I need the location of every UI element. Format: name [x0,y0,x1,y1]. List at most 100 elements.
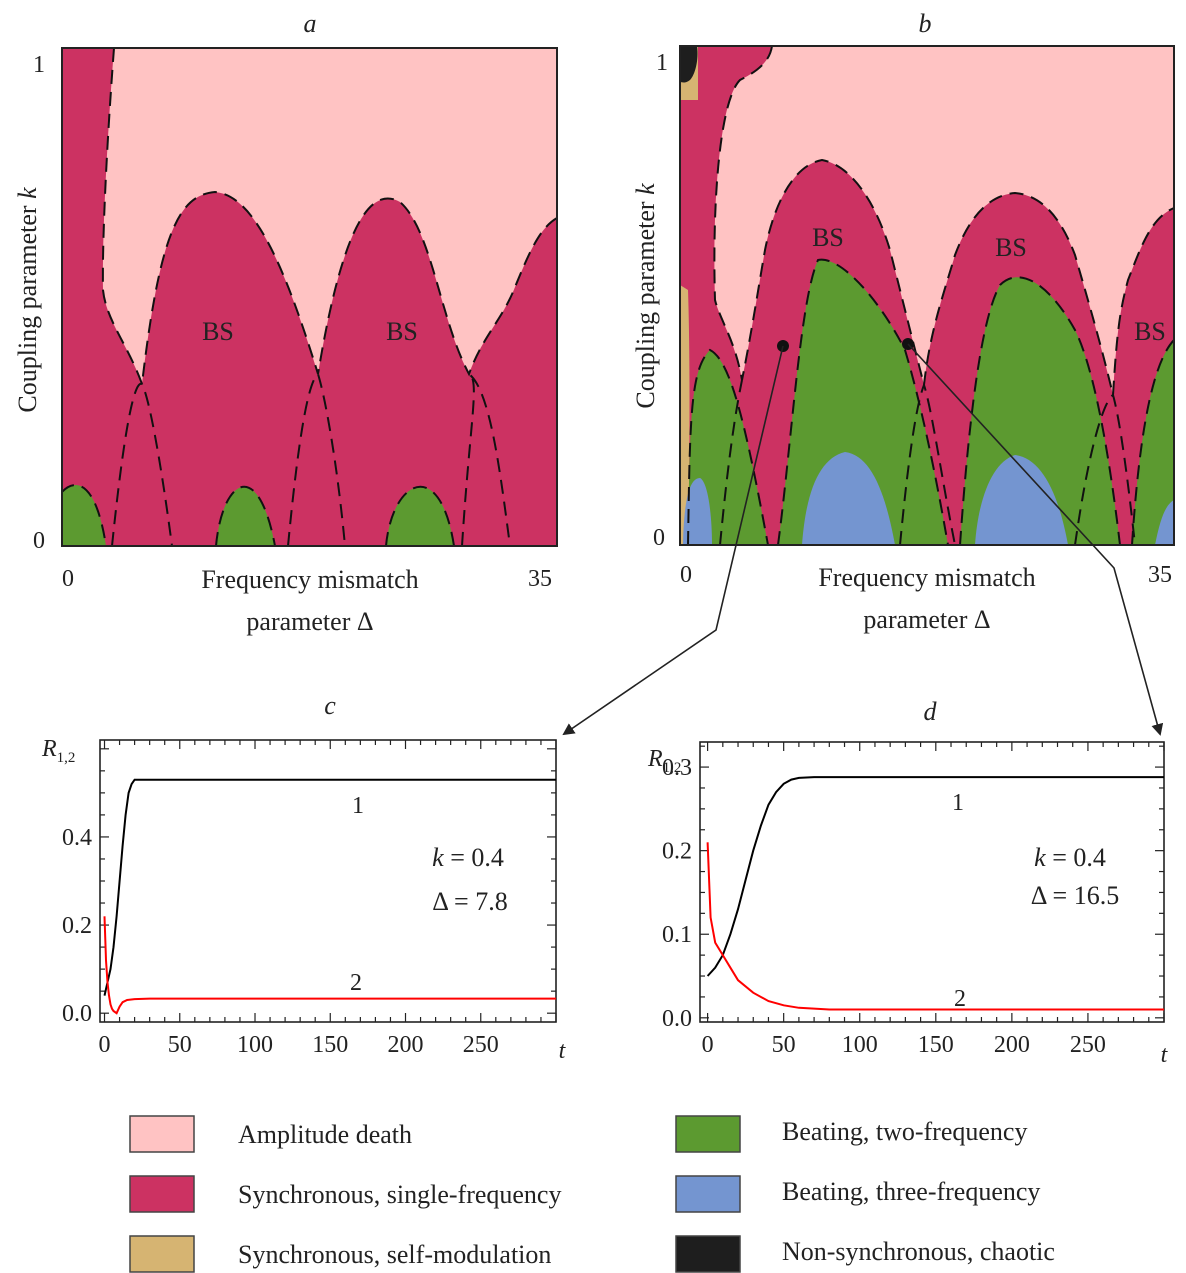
panel-a-x-tick-left: 0 [62,566,74,592]
panel-d-series-2-line [706,842,1164,1011]
legend-item: Non-synchronous, chaotic [675,1235,1055,1273]
boundary-b-green1 [687,348,769,546]
panel-d-series-1-line [706,776,1164,977]
panel-c-letter: c [324,691,336,720]
three-freq-region-b-1 [683,478,712,545]
panel-b-x-tick-right: 35 [1148,562,1172,588]
legend-item: Beating, three-frequency [675,1175,1040,1213]
panel-a-ylabel: Coupling parameter k [13,187,42,413]
two-freq-region-b-4 [1132,340,1174,545]
connector-arrows [562,343,1164,736]
panel-c-frame [99,739,557,1023]
panel-c-x-tick-label: 0 [99,1032,111,1058]
three-freq-region-b-3 [975,455,1068,545]
legend-swatch [675,1175,741,1213]
panel-c-series-2-line [103,916,556,1015]
panel-d-series-2-label: 2 [954,986,966,1012]
three-freq-region-b-4 [1155,500,1174,545]
legend-swatch [129,1115,195,1153]
boundary-b-green4 [1131,339,1175,546]
panel-c-x-tick-label: 100 [237,1032,273,1058]
arrow-to-panel-c [562,345,784,736]
panel-a-y-tick-top: 1 [33,52,45,78]
legend-item: Amplitude death [129,1115,412,1153]
panel-c-x-tick-label: 150 [312,1032,348,1058]
panel-b-x-tick-left: 0 [680,562,692,588]
legend-label: Amplitude death [238,1120,412,1149]
panel-b: b [631,9,1175,634]
panel-b-letter: b [919,9,932,38]
panel-d-x-tick-label: 100 [842,1032,878,1058]
panel-c-y-tick-label: 0.4 [62,825,92,851]
panel-a-letter: a [304,9,317,38]
panel-b-bs-label-3: BS [1134,317,1166,346]
legend-label: Synchronous, self-modulation [238,1240,551,1269]
boundary-b-green3 [959,276,1121,546]
panel-c-x-tick-label: 200 [388,1032,424,1058]
panel-d-letter: d [924,697,938,726]
panel-b-bs-label-2: BS [995,233,1027,262]
panel-a-frame [61,47,558,547]
boundary-a-v2 [287,372,346,547]
boundary-b-upper [713,45,1175,396]
panel-a-map [61,47,558,547]
panel-c-plot: 0 50 100 150 200 250 0.0 0.2 0.4 [62,739,557,1058]
panel-d-series-1-label: 1 [952,790,964,816]
panel-d-x-tick-label: 0 [702,1032,714,1058]
panel-d-param-k: k = 0.4 [1034,843,1106,872]
boundaries-a [61,47,558,547]
panel-c: c 0 50 100 150 200 250 0.0 0.2 0.4 R1,2 t k = 0.… [41,691,567,1064]
panel-a-bs-label-1: BS [202,317,234,346]
boundary-b-v2 [899,382,956,546]
boundary-a-v3 [461,373,511,547]
arrow-to-panel-d [907,343,1164,736]
panel-b-frame [679,45,1175,546]
legend-label: Non-synchronous, chaotic [782,1237,1055,1266]
legend-item: Beating, two-frequency [675,1115,1027,1153]
panel-d-x-tick-label: 250 [1070,1032,1106,1058]
boundary-b-v1 [719,379,743,546]
panel-b-ylabel: Coupling parameter k [631,183,660,409]
panel-d-frame [699,741,1165,1023]
panel-b-xlabel-line1: Frequency mismatch [818,563,1035,592]
panel-d-xlabel: t [1161,1042,1169,1068]
panel-d-x-tick-label: 200 [994,1032,1030,1058]
death-region-b [714,46,1174,395]
two-freq-region-a-1 [62,485,106,546]
legend-label: Beating, two-frequency [782,1117,1027,1146]
panel-c-xlabel: t [559,1038,567,1064]
panel-c-param-k: k = 0.4 [432,843,504,872]
panel-a-xlabel-line1: Frequency mismatch [201,565,418,594]
panel-c-y-tick-label: 0.0 [62,1001,92,1027]
legend-swatch [675,1115,741,1153]
panel-d-x-tick-label: 50 [772,1032,796,1058]
panel-b-xlabel-line2: parameter Δ [863,605,990,634]
panel-c-ylabel: R1,2 [41,736,75,766]
panel-c-x-tick-label: 250 [463,1032,499,1058]
panel-d-y-tick-label: 0.0 [662,1006,692,1032]
panel-d: d 0 50 100 150 200 250 0.0 0.1 0.2 0.3 R1,2 t k =… [647,697,1169,1068]
legend-swatch [129,1235,195,1273]
panel-a-bs-label-2: BS [386,317,418,346]
panel-b-y-tick-bottom: 0 [653,525,665,551]
legend-item: Synchronous, self-modulation [129,1235,551,1273]
panel-a: a 1 0 0 35 Frequency mismatch parameter … [13,9,558,636]
panel-c-series-2-label: 2 [350,970,362,996]
panel-d-y-tick-label: 0.1 [662,922,692,948]
two-freq-region-a-3 [386,486,454,546]
panel-b-bs-label-1: BS [812,223,844,252]
panel-b-y-tick-top: 1 [656,50,668,76]
panel-c-param-delta: Δ = 7.8 [432,887,507,916]
boundary-b-green2 [777,258,949,546]
panel-c-y-tick-label: 0.2 [62,913,92,939]
panel-c-series-1-label: 1 [352,793,364,819]
panel-b-map [679,45,1175,546]
boundary-a-green3 [385,485,455,547]
selfmod-region-b-left [680,285,690,545]
legend-label: Synchronous, single-frequency [238,1180,561,1209]
panel-d-param-delta: Δ = 16.5 [1031,881,1119,910]
legend-item: Synchronous, single-frequency [129,1175,561,1213]
chaotic-region-b [680,46,698,83]
legend-swatch [129,1175,195,1213]
